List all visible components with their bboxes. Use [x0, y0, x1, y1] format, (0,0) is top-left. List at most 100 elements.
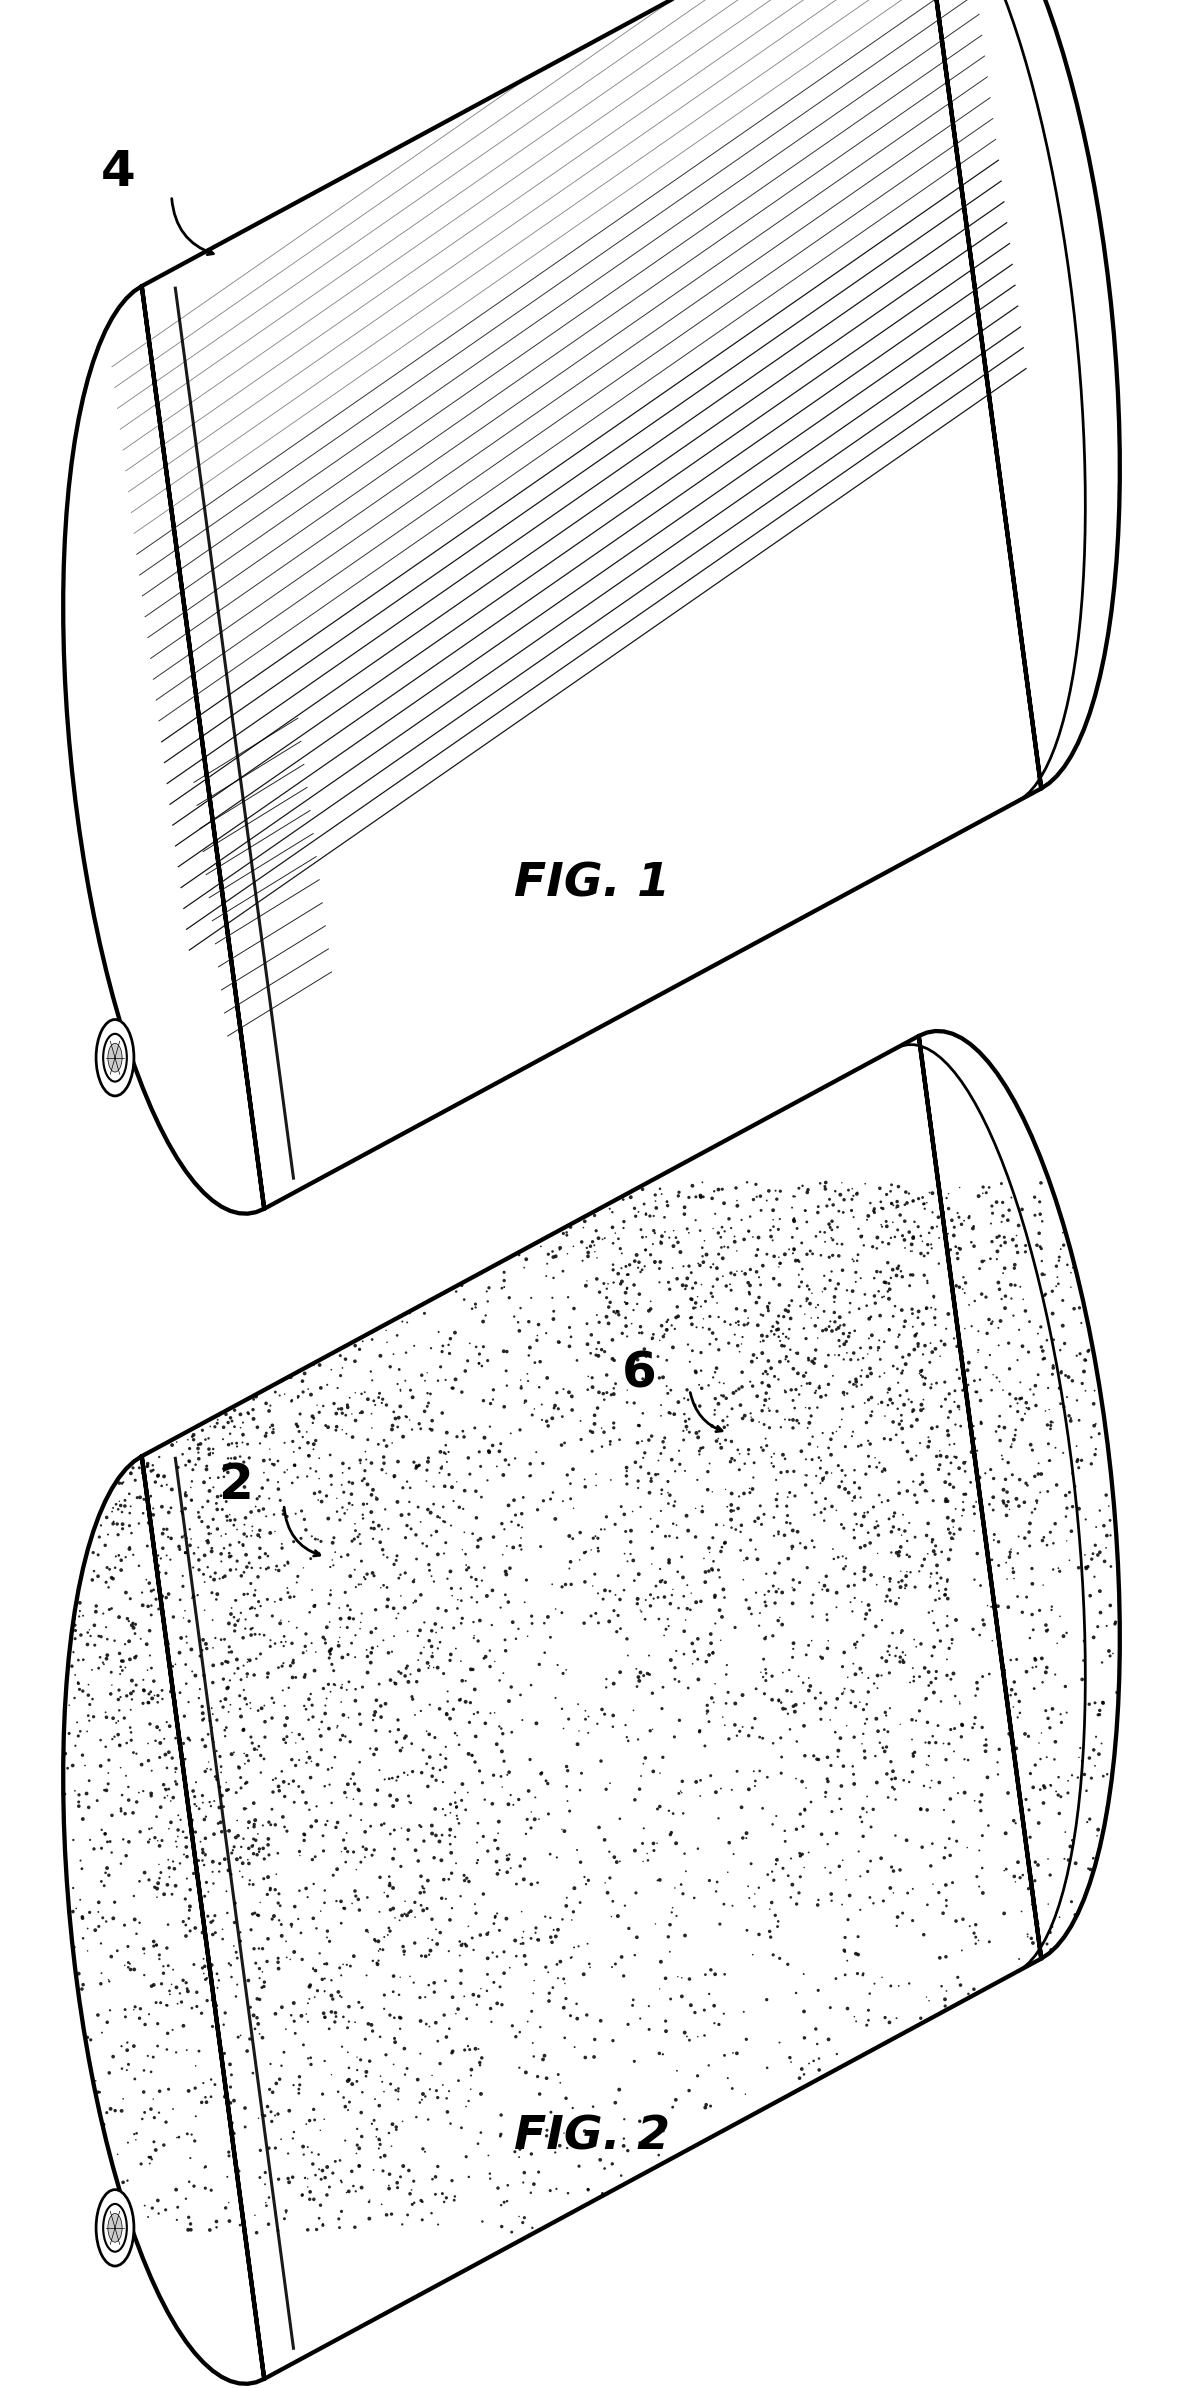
Point [696, 1956, 715, 1994]
Point [729, 1301, 748, 1340]
Point [340, 2061, 358, 2099]
Point [832, 1767, 851, 1805]
Point [418, 1746, 437, 1784]
Point [134, 1684, 153, 1722]
Point [881, 1258, 900, 1297]
Point [502, 1848, 521, 1887]
Point [970, 1832, 989, 1870]
Point [982, 1304, 1001, 1342]
Point [463, 1920, 481, 1958]
Point [1035, 1340, 1054, 1378]
Point [738, 1306, 757, 1344]
Point [181, 1526, 200, 1564]
Point [793, 1168, 812, 1206]
Point [633, 1170, 652, 1208]
Point [555, 1989, 574, 2027]
Point [72, 1970, 91, 2008]
Point [878, 1373, 897, 1411]
Point [422, 1516, 441, 1555]
Point [940, 1514, 959, 1552]
Point [384, 1664, 403, 1703]
Point [883, 1385, 901, 1423]
Point [797, 1364, 816, 1402]
Point [675, 1918, 694, 1956]
Point [1035, 1770, 1054, 1808]
Point [716, 1956, 735, 1994]
Point [317, 1607, 336, 1645]
Point [415, 1977, 434, 2015]
Point [812, 1674, 830, 1712]
Point [659, 1263, 678, 1301]
Point [305, 1652, 324, 1691]
Point [867, 1447, 886, 1485]
Point [282, 1906, 300, 1944]
Point [595, 1509, 614, 1547]
Point [502, 1777, 521, 1815]
Point [220, 1526, 239, 1564]
Point [187, 1786, 206, 1824]
Point [943, 1621, 962, 1660]
Point [505, 1297, 524, 1335]
Point [601, 1423, 620, 1461]
Point [924, 1605, 943, 1643]
Point [810, 1368, 829, 1407]
Point [481, 1989, 500, 2027]
Point [783, 1512, 802, 1550]
Point [380, 1908, 399, 1946]
Point [905, 1621, 924, 1660]
Point [1000, 1715, 1019, 1753]
Point [290, 2075, 309, 2113]
Point [1074, 1641, 1093, 1679]
Point [776, 1292, 795, 1330]
Point [250, 1538, 269, 1576]
Point [1090, 1736, 1108, 1774]
Point [274, 1495, 293, 1533]
Point [786, 1390, 804, 1428]
Point [316, 1621, 335, 1660]
Point [244, 1827, 263, 1865]
Point [448, 1590, 467, 1629]
Point [757, 1373, 776, 1411]
Point [366, 1385, 384, 1423]
Point [997, 1851, 1016, 1889]
Point [70, 1669, 89, 1707]
Point [955, 1774, 974, 1812]
Point [789, 1242, 808, 1280]
Point [369, 1941, 388, 1980]
Point [1075, 1342, 1094, 1380]
Point [238, 1841, 257, 1879]
Point [578, 1371, 597, 1409]
Point [415, 2132, 434, 2171]
Point [640, 1292, 659, 1330]
Point [1047, 1772, 1066, 1810]
Point [531, 2008, 550, 2047]
Point [575, 1201, 594, 1239]
Point [866, 1736, 885, 1774]
Point [238, 1655, 257, 1693]
Point [411, 1980, 429, 2018]
Point [596, 1863, 615, 1901]
Point [1064, 1454, 1082, 1492]
Point [642, 1545, 661, 1583]
Point [247, 1595, 266, 1633]
Point [228, 1602, 247, 1641]
Point [308, 1746, 327, 1784]
Point [903, 1753, 922, 1791]
Point [317, 1679, 336, 1717]
Point [723, 1440, 742, 1478]
Point [282, 1996, 300, 2035]
Point [719, 1824, 738, 1863]
Point [220, 1538, 239, 1576]
Point [382, 1633, 401, 1672]
Point [668, 1177, 687, 1215]
Point [912, 1392, 931, 1430]
Point [397, 1896, 416, 1934]
Point [904, 1461, 923, 1500]
Point [1082, 1418, 1101, 1457]
Point [135, 1853, 154, 1891]
Point [823, 1414, 842, 1452]
Point [660, 1395, 679, 1433]
Point [939, 1375, 958, 1414]
Point [134, 1672, 153, 1710]
Point [367, 2118, 386, 2156]
